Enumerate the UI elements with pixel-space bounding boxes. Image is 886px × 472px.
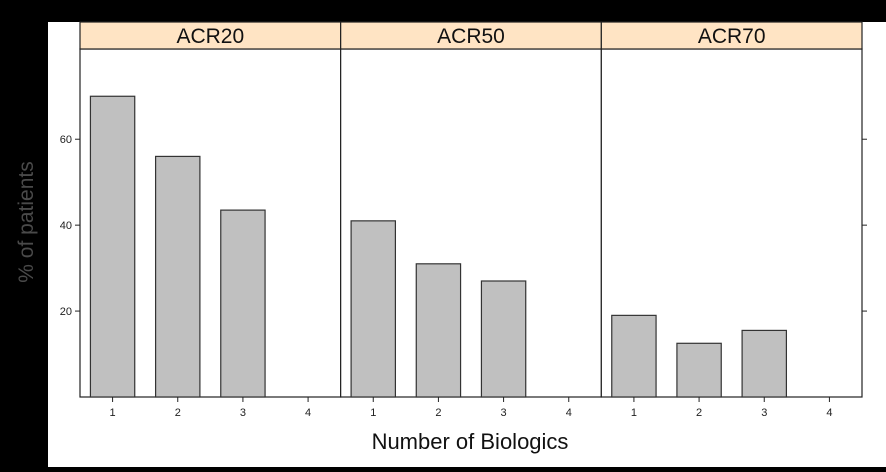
bar (89, 95, 136, 398)
y-tick-label: 20 (60, 306, 72, 318)
x-tick-label: 4 (566, 407, 572, 419)
x-tick-label: 3 (501, 407, 507, 419)
x-tick-label: 3 (240, 407, 246, 419)
bar (741, 329, 788, 398)
top-band (0, 0, 886, 22)
bar (611, 314, 657, 398)
panel-strip-label: ACR50 (437, 25, 505, 48)
bar (220, 209, 266, 398)
bar (415, 263, 462, 398)
left-band (0, 0, 48, 467)
x-tick-label: 4 (305, 407, 311, 419)
x-tick-label: 4 (826, 407, 832, 419)
bar (350, 220, 397, 398)
panel-strip (600, 21, 863, 50)
x-tick-label: 2 (435, 407, 441, 419)
bar (480, 280, 527, 398)
x-tick-label: 2 (175, 407, 181, 419)
panel-strip-label: ACR70 (698, 25, 766, 48)
axes-layer: 20 40 60 (60, 134, 867, 318)
panels-layer: ACR20 1 2 3 4 ACR50 1 2 3 4 ACR70 1 2 3 4 (79, 21, 863, 419)
y-tick-label: 60 (60, 134, 72, 146)
panel-strip-label: ACR20 (176, 25, 244, 48)
panel-acr50: ACR50 1 2 3 4 (340, 21, 602, 419)
x-tick-label: 2 (696, 407, 702, 419)
x-axis-title: Number of Biologics (372, 429, 569, 454)
y-axis-title: % of patients (15, 161, 38, 282)
y-tick-label: 40 (60, 220, 72, 232)
x-tick-label: 1 (110, 407, 116, 419)
x-tick-label: 3 (761, 407, 767, 419)
panel-acr20: ACR20 1 2 3 4 (79, 21, 342, 419)
panel-strip (340, 21, 602, 50)
bar (676, 342, 722, 398)
bar (154, 155, 201, 398)
x-tick-label: 1 (370, 407, 376, 419)
x-tick-label: 1 (631, 407, 637, 419)
panel-acr70: ACR70 1 2 3 4 (600, 21, 863, 419)
